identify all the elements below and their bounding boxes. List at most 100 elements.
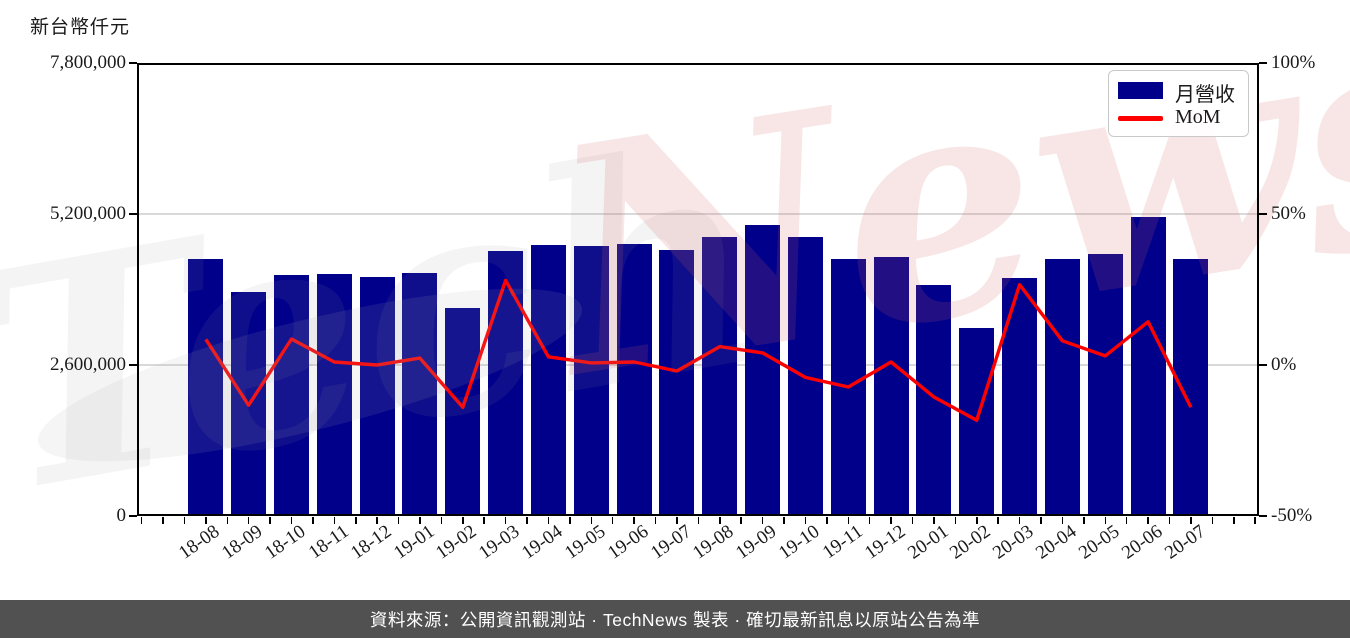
x-axis-tick xyxy=(911,517,914,524)
x-axis-tick xyxy=(1147,517,1149,524)
bar-18-12 xyxy=(359,276,395,514)
x-axis-tick xyxy=(761,517,764,524)
x-axis-tick xyxy=(1083,517,1085,524)
x-axis-label-19-08: 19-08 xyxy=(689,521,738,564)
x-axis-tick xyxy=(719,517,721,524)
x-axis-label-19-10: 19-10 xyxy=(775,521,824,564)
right-axis-tick xyxy=(1259,515,1267,517)
x-axis-label-20-07: 20-07 xyxy=(1160,521,1209,564)
x-axis-label-19-02: 19-02 xyxy=(432,521,481,564)
right-axis-tick-label: -50% xyxy=(1271,505,1313,526)
source-footer: 資料來源：公開資訊觀測站 · TechNews 製表 · 確切最新訊息以原站公告… xyxy=(0,600,1350,638)
x-axis-label-18-11: 18-11 xyxy=(304,521,353,564)
bar-20-07 xyxy=(1173,259,1209,514)
bar-18-10 xyxy=(273,274,309,514)
x-axis-tick xyxy=(868,517,871,524)
x-axis-label-19-03: 19-03 xyxy=(475,521,524,564)
x-axis-label-19-07: 19-07 xyxy=(646,521,695,564)
x-axis-tick xyxy=(1254,517,1256,524)
x-axis-tick xyxy=(355,517,357,524)
x-axis-tick xyxy=(611,517,614,524)
x-axis-tick xyxy=(397,517,400,524)
bar-20-03 xyxy=(1002,278,1038,514)
left-axis-tick xyxy=(129,213,137,215)
bar-19-01 xyxy=(402,273,438,514)
right-axis-tick-label: 100% xyxy=(1271,52,1316,73)
left-axis-tick-label: 2,600,000 xyxy=(50,354,126,375)
bar-19-11 xyxy=(830,258,866,514)
x-axis-label-20-04: 20-04 xyxy=(1032,521,1081,564)
x-axis-tick xyxy=(333,517,336,524)
left-axis-tick xyxy=(129,364,137,366)
bar-20-01 xyxy=(916,284,952,514)
x-axis-label-18-09: 18-09 xyxy=(218,521,267,564)
bar-20-04 xyxy=(1044,259,1080,514)
x-axis-label-19-06: 19-06 xyxy=(603,521,653,564)
x-axis-tick xyxy=(269,517,271,524)
x-axis-tick xyxy=(1233,517,1235,524)
x-axis-tick xyxy=(1211,517,1214,524)
legend: 月營收 MoM xyxy=(1108,70,1249,137)
x-axis-tick xyxy=(804,517,807,524)
bar-19-12 xyxy=(873,256,909,514)
x-axis-label-18-10: 18-10 xyxy=(261,521,310,564)
bar-19-08 xyxy=(702,236,738,514)
bar-19-02 xyxy=(445,308,481,514)
x-axis-label-20-05: 20-05 xyxy=(1074,521,1124,564)
right-axis-tick xyxy=(1259,62,1267,64)
x-axis-label-20-06: 20-06 xyxy=(1117,521,1167,564)
bar-18-11 xyxy=(316,274,352,514)
x-axis-tick xyxy=(205,517,207,524)
x-axis-tick xyxy=(933,517,935,524)
x-axis-tick xyxy=(547,517,550,524)
x-axis-tick xyxy=(890,517,892,524)
bar-19-07 xyxy=(659,250,695,514)
x-axis-tick xyxy=(826,517,828,524)
x-axis-tick xyxy=(740,517,742,524)
x-axis-label-19-05: 19-05 xyxy=(560,521,610,564)
x-axis-tick xyxy=(1061,517,1064,524)
x-axis-tick xyxy=(140,517,143,524)
x-axis-tick xyxy=(504,517,507,524)
x-axis-tick xyxy=(976,517,978,524)
mom-line-swatch xyxy=(1118,116,1163,121)
x-axis-tick xyxy=(1190,517,1192,524)
x-axis-tick xyxy=(483,517,485,524)
gridline xyxy=(139,213,1257,215)
right-axis-tick xyxy=(1259,213,1267,215)
legend-label-revenue: 月營收 xyxy=(1175,84,1235,106)
x-axis-label-19-04: 19-04 xyxy=(518,521,567,564)
x-axis-tick xyxy=(183,517,186,524)
x-axis-tick xyxy=(247,517,250,524)
bar-19-06 xyxy=(616,244,652,514)
x-axis-label-18-12: 18-12 xyxy=(346,521,396,564)
bar-19-10 xyxy=(787,237,823,514)
x-axis-tick xyxy=(419,517,421,524)
x-axis-label-20-03: 20-03 xyxy=(989,521,1038,564)
legend-label-mom: MoM xyxy=(1175,106,1221,128)
source-footer-text: 資料來源：公開資訊觀測站 · TechNews 製表 · 確切最新訊息以原站公告… xyxy=(369,609,981,630)
left-axis-tick-label: 0 xyxy=(116,505,127,526)
x-axis-tick xyxy=(954,517,957,524)
x-axis-tick xyxy=(697,517,700,524)
x-axis-tick xyxy=(847,517,850,524)
bar-20-05 xyxy=(1087,254,1123,514)
legend-item-revenue: 月營收 xyxy=(1109,77,1248,106)
bar-19-05 xyxy=(573,245,609,514)
x-axis-tick xyxy=(1018,517,1021,524)
left-axis-tick-label: 7,800,000 xyxy=(50,52,126,73)
left-axis-tick xyxy=(129,515,137,517)
x-axis-tick xyxy=(312,517,314,524)
right-axis-tick-label: 50% xyxy=(1271,203,1306,224)
x-axis-label-19-12: 19-12 xyxy=(860,521,910,564)
x-axis-tick xyxy=(590,517,593,524)
x-axis-label-19-11: 19-11 xyxy=(818,521,867,564)
bar-20-02 xyxy=(959,327,995,514)
revenue-bar-swatch xyxy=(1118,82,1163,99)
x-axis-tick xyxy=(526,517,528,524)
x-axis-tick xyxy=(290,517,293,524)
bar-20-06 xyxy=(1130,216,1166,514)
x-axis-tick xyxy=(569,517,571,524)
mom-line xyxy=(204,278,1193,422)
x-axis-tick xyxy=(462,517,464,524)
